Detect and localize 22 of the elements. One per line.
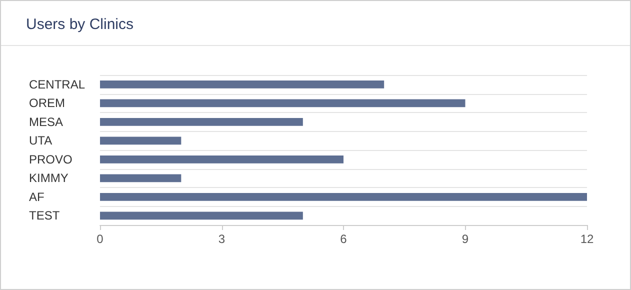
y-tick-label: MESA [29,114,64,129]
y-tick-label: KIMMY [29,171,68,186]
y-tick-label: CENTRAL [29,77,86,92]
bar [100,155,344,164]
bar [100,174,182,182]
x-tick-label: 9 [462,232,469,246]
x-tick-label: 3 [218,232,226,246]
x-tick-label: 6 [340,232,348,246]
y-tick-label: AF [29,190,44,204]
y-tick-label: TEST [29,208,60,223]
bar [100,212,303,220]
x-tick-label: 0 [96,232,104,246]
x-tick-label: 12 [580,232,594,246]
bar [100,136,182,145]
y-tick-label: PROVO [29,152,72,166]
y-tick-label: OREM [29,96,66,110]
bar [100,80,384,88]
chart-title: Users by Clinics [26,16,134,33]
y-tick-label: UTA [29,134,52,148]
bar [100,99,466,108]
bar [100,192,587,201]
bar [100,118,303,126]
